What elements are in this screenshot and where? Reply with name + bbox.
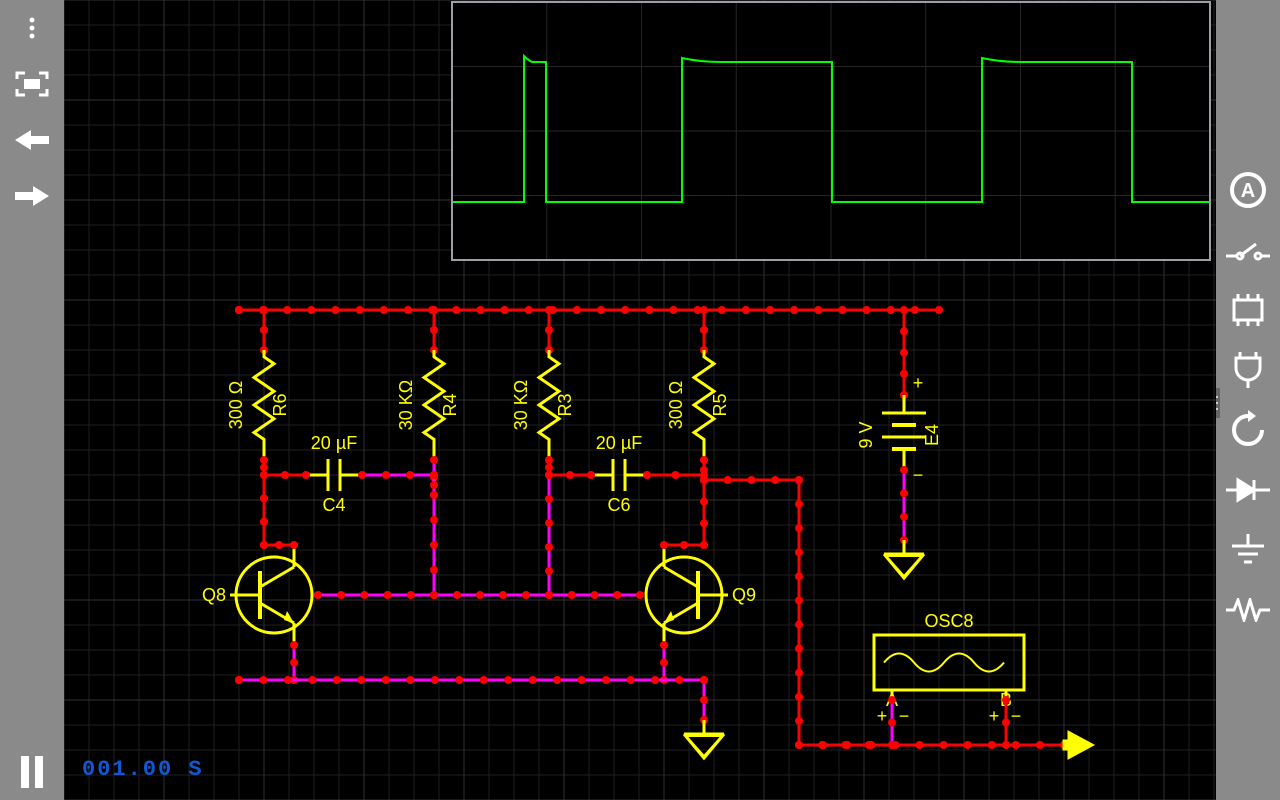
svg-text:Q9: Q9 <box>732 585 756 605</box>
waveform-icon[interactable] <box>1224 586 1272 634</box>
undo-button[interactable] <box>0 112 64 168</box>
ic-chip-icon[interactable] <box>1224 286 1272 334</box>
svg-text:+: + <box>877 706 888 726</box>
diode-icon[interactable] <box>1224 466 1272 514</box>
plug-icon[interactable] <box>1224 346 1272 394</box>
svg-text:−: − <box>899 706 910 726</box>
svg-text:300 Ω: 300 Ω <box>226 381 246 430</box>
schematic-canvas[interactable]: R6 300 Ω R4 30 KΩ R3 30 KΩ R5 300 Ω 20 µF C4 20 µF… <box>64 0 1216 800</box>
svg-text:R4: R4 <box>440 393 460 416</box>
pause-button[interactable] <box>0 744 64 800</box>
svg-text:20 µF: 20 µF <box>596 433 642 453</box>
svg-text:A: A <box>1241 180 1255 202</box>
svg-text:30 KΩ: 30 KΩ <box>396 380 416 430</box>
svg-text:Q8: Q8 <box>202 585 226 605</box>
svg-text:−: − <box>1011 706 1022 726</box>
svg-text:30 KΩ: 30 KΩ <box>511 380 531 430</box>
svg-text:300 Ω: 300 Ω <box>666 381 686 430</box>
ground-icon[interactable] <box>1224 526 1272 574</box>
svg-text:9 V: 9 V <box>856 421 876 448</box>
schematic: R6 300 Ω R4 30 KΩ R3 30 KΩ R5 300 Ω 20 µF C4 20 µF… <box>202 306 1094 759</box>
svg-text:20 µF: 20 µF <box>311 433 357 453</box>
oscilloscope-panel <box>452 2 1210 260</box>
svg-text:E4: E4 <box>922 424 942 446</box>
svg-text:R5: R5 <box>710 393 730 416</box>
svg-text:R3: R3 <box>555 393 575 416</box>
rotate-icon[interactable] <box>1224 406 1272 454</box>
right-toolbar: A <box>1216 0 1280 800</box>
time-readout: 001.00 S <box>82 757 204 782</box>
svg-text:C4: C4 <box>322 495 345 515</box>
redo-button[interactable] <box>0 168 64 224</box>
switch-icon[interactable] <box>1224 226 1272 274</box>
svg-text:OSC8: OSC8 <box>924 611 973 631</box>
svg-text:R6: R6 <box>270 393 290 416</box>
svg-text:+: + <box>913 373 924 393</box>
svg-text:C6: C6 <box>607 495 630 515</box>
menu-button[interactable] <box>0 0 64 56</box>
fullscreen-button[interactable] <box>0 56 64 112</box>
ammeter-icon[interactable]: A <box>1224 166 1272 214</box>
svg-text:+: + <box>989 706 1000 726</box>
left-toolbar <box>0 0 64 800</box>
svg-text:−: − <box>913 465 924 485</box>
